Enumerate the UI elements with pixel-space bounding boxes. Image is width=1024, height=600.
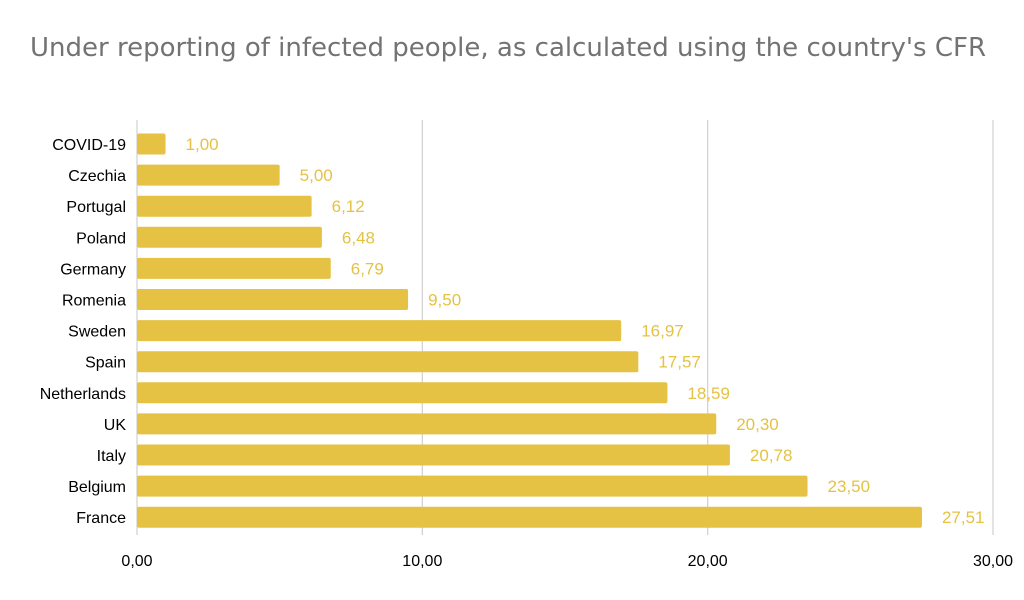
- bar-spain: [137, 351, 639, 373]
- category-label: Italy: [97, 448, 126, 465]
- bar-belgium: [137, 475, 808, 497]
- bar-czechia: [137, 164, 280, 186]
- category-labels: COVID-19 Czechia Portugal Poland Germany Rome…: [40, 137, 127, 527]
- category-label: Portugal: [66, 199, 126, 216]
- x-axis-ticks: 0,00 10,00 20,00 30,00: [121, 553, 1013, 570]
- category-label: Czechia: [68, 168, 126, 185]
- bar-uk: [137, 413, 717, 435]
- category-label: France: [76, 510, 126, 527]
- bar-france: [137, 506, 922, 528]
- bar-italy: [137, 444, 730, 466]
- bar-romenia: [137, 289, 409, 310]
- bar-covid-19: [137, 133, 166, 155]
- data-label: 23,50: [828, 477, 871, 496]
- data-label: 6,48: [342, 228, 375, 247]
- category-label: COVID-19: [52, 137, 126, 154]
- category-label: Netherlands: [40, 386, 126, 403]
- data-label: 18,59: [687, 384, 730, 403]
- x-tick-label: 30,00: [973, 553, 1013, 570]
- data-label: 20,30: [736, 415, 779, 434]
- category-label: UK: [104, 417, 127, 434]
- bar-portugal: [137, 195, 312, 217]
- bar-germany: [137, 257, 331, 279]
- data-label: 20,78: [750, 446, 793, 465]
- category-label: Romenia: [62, 293, 126, 310]
- x-tick-label: 0,00: [121, 553, 152, 570]
- category-label: Germany: [60, 261, 126, 278]
- data-label: 6,12: [332, 197, 365, 216]
- data-label: 1,00: [186, 135, 219, 154]
- x-tick-label: 10,00: [402, 553, 442, 570]
- bar-poland: [137, 226, 322, 248]
- data-label: 9,50: [428, 291, 461, 310]
- data-label: 16,97: [641, 322, 684, 341]
- data-label: 27,51: [942, 508, 985, 527]
- category-label: Spain: [85, 355, 126, 372]
- category-label: Poland: [76, 230, 126, 247]
- data-label: 6,79: [351, 259, 384, 278]
- x-tick-label: 20,00: [688, 553, 728, 570]
- chart-title: Under reporting of infected people, as c…: [30, 33, 987, 63]
- bars: [137, 133, 922, 528]
- data-label: 5,00: [300, 166, 333, 185]
- data-label: 17,57: [658, 353, 701, 372]
- category-label: Sweden: [68, 324, 126, 341]
- data-labels: 1,00 5,00 6,12 6,48 6,79 9,50 16,97 17,57 18,59 2…: [186, 135, 985, 527]
- bar-sweden: [137, 320, 622, 342]
- category-label: Belgium: [68, 479, 126, 496]
- bar-netherlands: [137, 382, 668, 404]
